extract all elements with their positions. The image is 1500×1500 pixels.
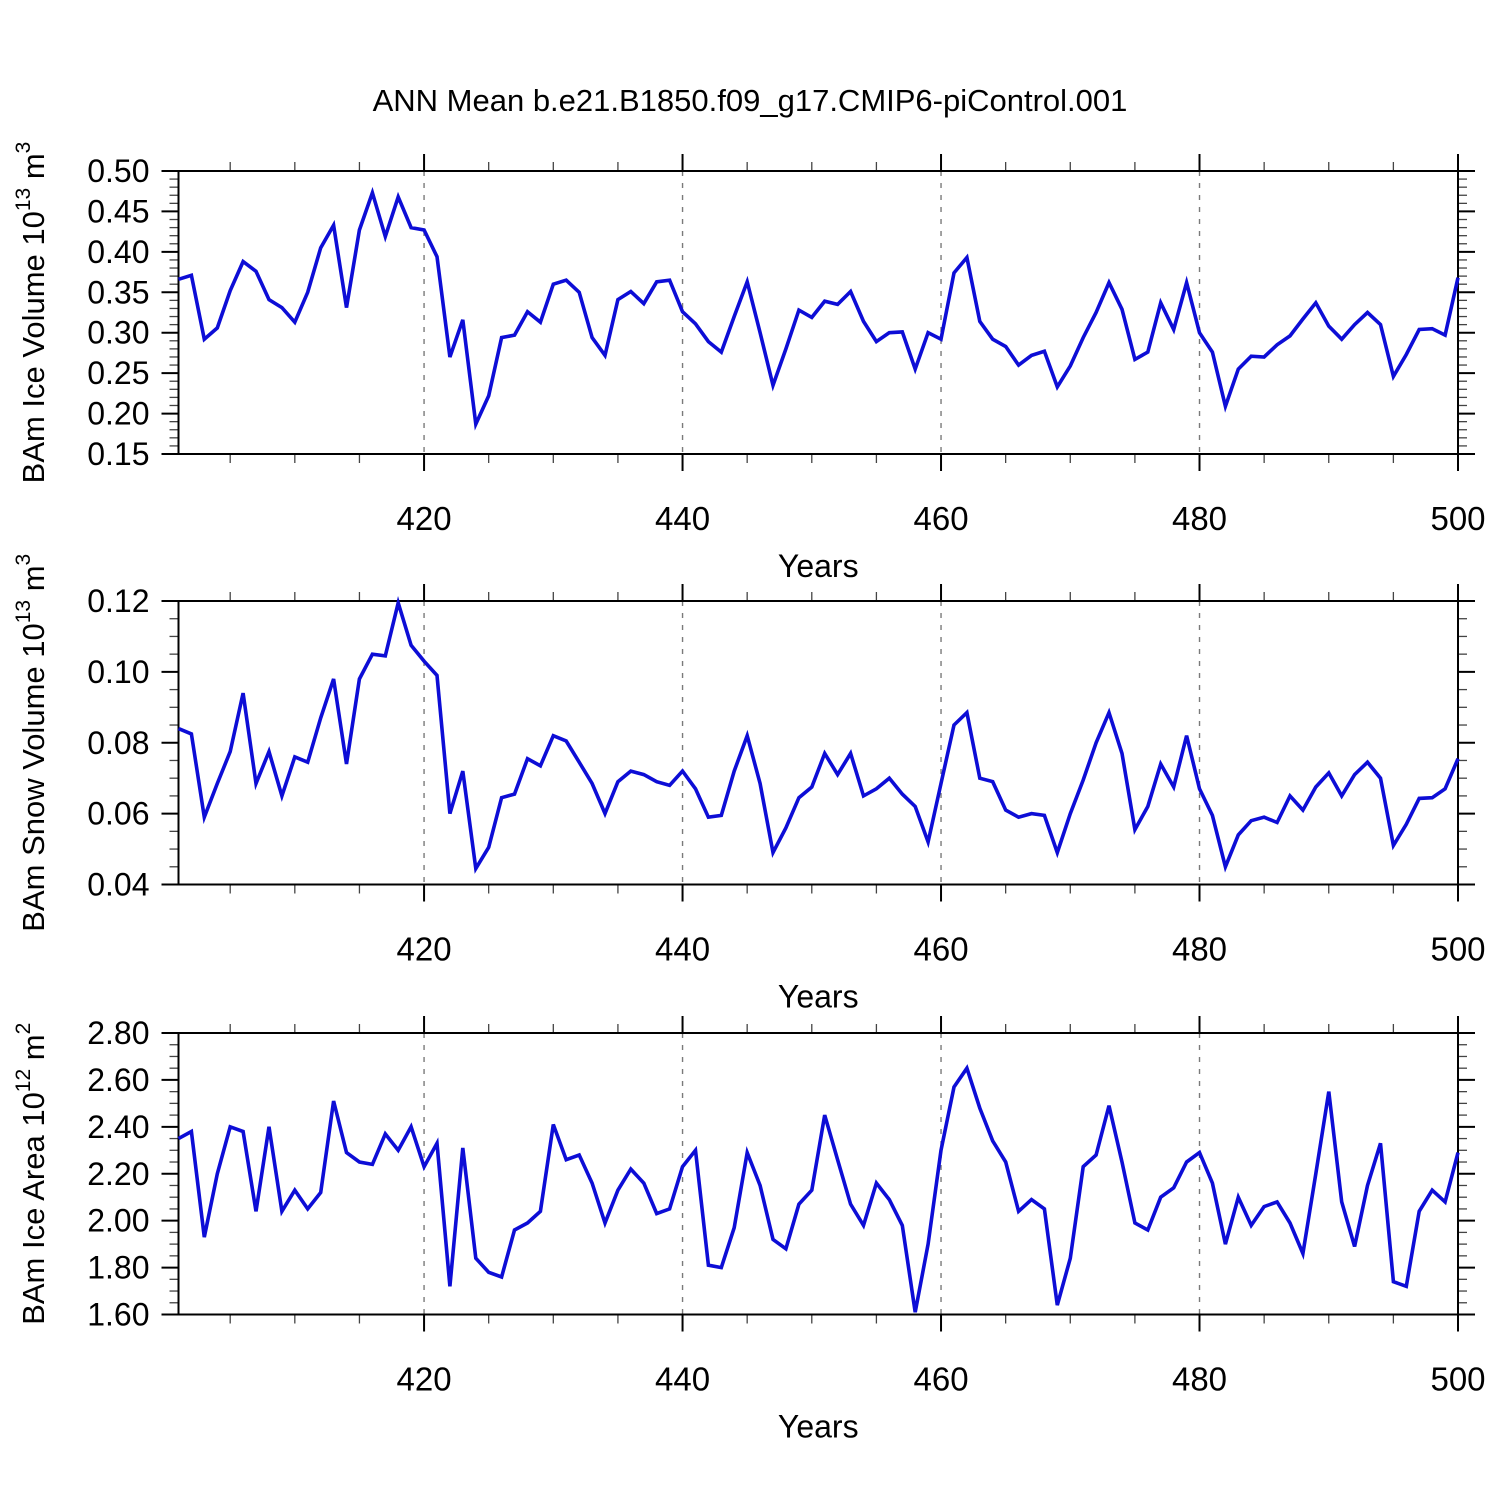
y-tick-label: 2.20	[87, 1156, 149, 1192]
y-tick-label: 0.10	[87, 654, 149, 690]
y-tick-label: 0.20	[87, 396, 149, 432]
x-tick-label: 500	[1430, 500, 1485, 537]
y-tick-label: 1.80	[87, 1250, 149, 1286]
y-tick-label: 2.40	[87, 1109, 149, 1145]
y-tick-label: 2.80	[87, 1015, 149, 1051]
x-tick-label: 460	[913, 1361, 968, 1398]
y-tick-label: 0.30	[87, 315, 149, 351]
x-axis-label: Years	[778, 1409, 859, 1445]
y-tick-label: 2.60	[87, 1062, 149, 1098]
x-tick-label: 420	[397, 500, 452, 537]
x-tick-label: 480	[1172, 500, 1227, 537]
x-tick-label: 500	[1430, 931, 1485, 968]
y-tick-label: 0.25	[87, 355, 149, 391]
y-tick-label: 2.00	[87, 1203, 149, 1239]
y-tick-label: 1.60	[87, 1297, 149, 1333]
plot-frame	[177, 1032, 1459, 1316]
x-tick-label: 480	[1172, 931, 1227, 968]
y-tick-label: 0.35	[87, 274, 149, 310]
x-axis-label: Years	[778, 548, 859, 584]
plot-frame	[177, 170, 1459, 455]
plot-frame	[177, 600, 1459, 886]
y-tick-label: 0.40	[87, 234, 149, 270]
x-axis-label: Years	[778, 979, 859, 1015]
x-tick-label: 460	[913, 500, 968, 537]
panel-snow-volume: 0.04 0.06 0.08 0.10 0.12 420 440 460 480 500 Years…	[12, 554, 1486, 1015]
ice-volume-line	[177, 186, 1460, 431]
x-tick-label: 440	[655, 500, 710, 537]
panel-ice-volume: 0.15 0.20 0.25 0.30 0.35 0.40 0.45 0.50 420 440 46…	[12, 142, 1486, 584]
y-axis-label: BAm Snow Volume 1013 m3	[12, 554, 51, 932]
x-tick-label: 420	[397, 1361, 452, 1398]
snow-volume-line	[177, 595, 1460, 874]
y-tick-label: 0.15	[87, 436, 149, 472]
y-tick-label: 0.45	[87, 193, 149, 229]
y-axis-label: BAm Ice Volume 1013 m3	[12, 142, 51, 484]
y-tick-label: 0.04	[87, 867, 149, 903]
y-tick-label: 0.50	[87, 153, 149, 189]
x-tick-label: 480	[1172, 1361, 1227, 1398]
x-tick-label: 440	[655, 1361, 710, 1398]
y-tick-label: 0.12	[87, 583, 149, 619]
y-tick-label: 0.08	[87, 725, 149, 761]
x-tick-label: 460	[913, 931, 968, 968]
x-tick-label: 440	[655, 931, 710, 968]
x-tick-label: 500	[1430, 1361, 1485, 1398]
x-tick-label: 420	[397, 931, 452, 968]
y-axis-label: BAm Ice Area 1012 m2	[12, 1023, 51, 1325]
y-tick-label: 0.06	[87, 796, 149, 832]
ice-area-line	[177, 1064, 1460, 1313]
panel-ice-area: 1.60 1.80 2.00 2.20 2.40 2.60 2.80 420 440 460 480…	[12, 1015, 1486, 1445]
chart-title: ANN Mean b.e21.B1850.f09_g17.CMIP6-piCon…	[372, 83, 1128, 118]
